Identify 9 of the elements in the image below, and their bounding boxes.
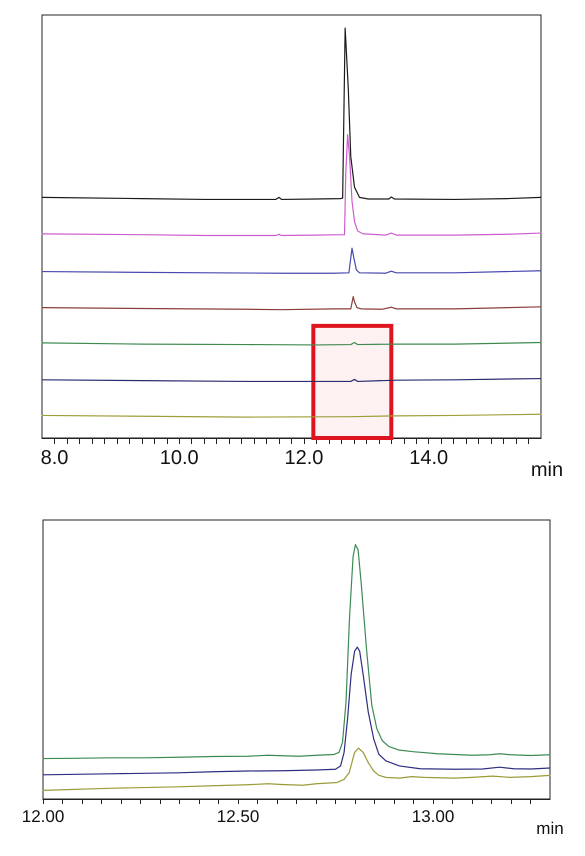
x-axis-title: min (530, 459, 564, 481)
x-tick-label: 12.00 (22, 807, 64, 826)
x-tick-label: 12.0 (284, 447, 324, 469)
x-tick-label: 8.0 (40, 447, 68, 469)
x-tick-label: 12.50 (216, 807, 260, 826)
x-axis-title: min (536, 819, 564, 838)
x-tick-label: 10.0 (160, 447, 199, 469)
x-tick-label: 13.00 (412, 807, 454, 826)
x-tick-label: 14.0 (409, 447, 448, 469)
